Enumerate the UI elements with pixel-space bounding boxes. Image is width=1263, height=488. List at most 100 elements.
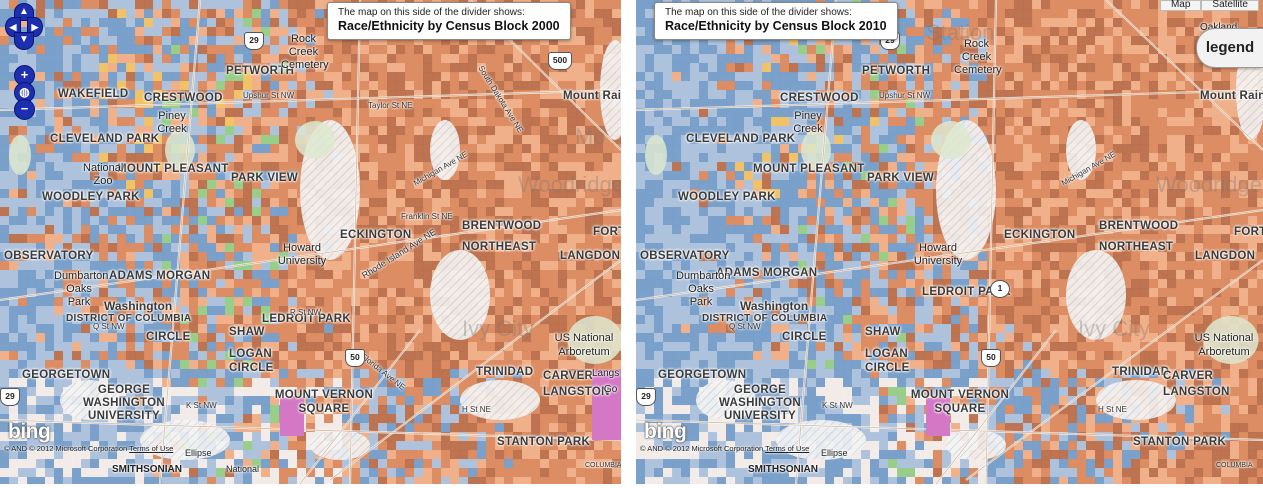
terms-of-use-link[interactable]: Terms of Use bbox=[129, 444, 174, 453]
label-woodridge: Woodridge bbox=[518, 172, 621, 197]
terms-of-use-link[interactable]: Terms of Use bbox=[765, 444, 810, 453]
label-eckington: ECKINGTON bbox=[1004, 229, 1076, 241]
info-box-label: The map on this side of the divider show… bbox=[665, 7, 852, 18]
label-national: National bbox=[226, 464, 260, 474]
copyright-text: © AND © 2012 Microsoft Corporation Terms… bbox=[640, 444, 809, 453]
pan-down-button[interactable]: ▼ bbox=[14, 32, 34, 50]
label-park-view: PARK VIEW bbox=[231, 172, 299, 184]
label-petworth: PETWORTH bbox=[226, 65, 295, 77]
label-h-st: H St NE bbox=[462, 405, 491, 414]
label-shaw: SHAW bbox=[865, 326, 901, 338]
label-dc: DISTRICT OF COLUMBIA bbox=[702, 313, 828, 324]
label-fort-lincoln: FORT LI bbox=[593, 226, 621, 238]
label-upshur-st: Upshur St NW bbox=[879, 91, 931, 100]
label-ellipse: Ellipse bbox=[185, 448, 212, 458]
label-us-national-arboretum: US National Arboretum bbox=[554, 332, 614, 358]
label-taylor-st: Taylor St NE bbox=[368, 101, 413, 110]
label-crestwood: CRESTWOOD bbox=[780, 92, 859, 104]
label-piney-creek: Piney Creek bbox=[157, 110, 187, 135]
label-us-national-arboretum: US National Arboretum bbox=[1194, 332, 1254, 358]
label-stanton-park: STANTON PARK bbox=[497, 436, 591, 448]
label-rock-creek-cemetery: Rock Creek Cemetery bbox=[281, 33, 329, 71]
label-mount-pleasant: MOUNT PLEASANT bbox=[117, 163, 229, 175]
copyright-text: © AND © 2012 Microsoft Corporation Terms… bbox=[4, 444, 173, 453]
bing-logo: bing bbox=[8, 420, 51, 443]
map-panel-2000[interactable]: PETWORTH CRESTWOOD WAKEFIELD CLEVELAND P… bbox=[0, 0, 621, 484]
label-petworth: PETWORTH bbox=[862, 65, 931, 77]
label-howard-university: Howard University bbox=[277, 242, 327, 267]
label-carver-langston: CARVER LANGSTON bbox=[1163, 370, 1230, 398]
label-observatory: OBSERVATORY bbox=[4, 250, 94, 262]
label-woodley-park: WOODLEY PARK bbox=[678, 191, 776, 203]
label-h-st: H St NE bbox=[1098, 405, 1127, 414]
label-national-zoo: National Zoo bbox=[83, 162, 124, 187]
label-fort: FORT bbox=[1234, 226, 1263, 238]
label-ledroit-park: LEDROIT PARK bbox=[922, 286, 1011, 298]
label-trinidad: TRINIDAD bbox=[476, 366, 534, 378]
asian-block bbox=[926, 398, 950, 436]
legend-button[interactable]: legend bbox=[1196, 28, 1263, 68]
label-circle: CIRCLE bbox=[146, 331, 191, 343]
label-dumbarton-oaks: Dumbarton Oaks Park bbox=[676, 270, 731, 308]
route-50-shield: 50 bbox=[345, 349, 365, 367]
label-washington: Washington bbox=[740, 299, 809, 313]
label-mount-vernon-square: MOUNT VERNON SQUARE bbox=[910, 389, 1010, 415]
label-brentwood: BRENTWOOD bbox=[462, 220, 542, 232]
label-ivy-city: Ivy City bbox=[462, 316, 535, 341]
label-logan-circle: LOGAN CIRCLE bbox=[865, 348, 910, 374]
map-panel-2010[interactable]: PETWORTH CRESTWOOD CLEVELAND PARK MOUNT … bbox=[636, 0, 1263, 484]
label-smithsonian: SMITHSONIAN bbox=[112, 464, 182, 475]
info-box-title: Race/Ethnicity by Census Block 2010 bbox=[665, 19, 887, 33]
map-type-map-button[interactable]: Map bbox=[1159, 0, 1202, 11]
label-r-st: R St NW bbox=[290, 308, 322, 317]
label-circle: CIRCLE bbox=[782, 331, 827, 343]
label-ivy-city: Ivy City bbox=[1078, 316, 1151, 341]
label-franklin-st: Franklin St NE bbox=[401, 212, 453, 221]
map-type-satellite-button[interactable]: Satellite bbox=[1201, 0, 1259, 11]
label-piney-creek: Piney Creek bbox=[793, 110, 823, 135]
label-woodridge: Woodridge bbox=[1156, 172, 1262, 197]
label-northeast: NORTHEAST bbox=[1099, 241, 1174, 253]
label-go: Go bbox=[604, 384, 618, 395]
label-northeast: NORTHEAST bbox=[462, 241, 537, 253]
route-29-shield-sw: 29 bbox=[636, 388, 656, 406]
label-smithsonian: SMITHSONIAN bbox=[748, 464, 818, 475]
label-mount-rainier: Mount Rainier bbox=[563, 90, 621, 102]
label-georgetown: GEORGETOWN bbox=[658, 369, 747, 381]
label-shaw: SHAW bbox=[229, 326, 265, 338]
label-langdon: LANGDON bbox=[560, 250, 621, 262]
label-mount-pleasant: MOUNT PLEASANT bbox=[753, 163, 865, 175]
label-q-st: Q St NW bbox=[729, 322, 761, 331]
route-1-shield: 1 bbox=[990, 280, 1010, 298]
label-gwu: GEORGE WASHINGTON UNIVERSITY bbox=[82, 384, 165, 422]
label-dc: DISTRICT OF COLUMBIA bbox=[66, 313, 192, 324]
label-logan-circle: LOGAN CIRCLE bbox=[229, 348, 274, 374]
label-columbia: COLUMBIA bbox=[1216, 462, 1253, 469]
label-dumbarton-oaks: Dumbarton Oaks Park bbox=[54, 270, 109, 308]
label-georgetown: GEORGETOWN bbox=[22, 369, 111, 381]
label-upshur-st: Upshur St NW bbox=[243, 91, 295, 100]
label-gwu: GEORGE WASHINGTON UNIVERSITY bbox=[718, 384, 801, 422]
map-divider[interactable] bbox=[621, 0, 636, 488]
label-mount-vernon-square: MOUNT VERNON SQUARE bbox=[274, 389, 374, 415]
map-navigation-control: ▲ ◀ ▶ ▼ bbox=[5, 3, 43, 61]
route-29-shield: 29 bbox=[244, 32, 264, 50]
label-station: Station bbox=[926, 20, 995, 45]
label-cleveland-park: CLEVELAND PARK bbox=[50, 133, 160, 145]
label-ellipse: Ellipse bbox=[821, 448, 848, 458]
route-50-shield: 50 bbox=[981, 349, 1001, 367]
label-howard-university: Howard University bbox=[913, 242, 963, 267]
label-brentwood: BRENTWOOD bbox=[1099, 220, 1179, 232]
copyright-label: © AND © 2012 Microsoft Corporation bbox=[4, 444, 128, 453]
label-trinidad: TRINIDAD bbox=[1112, 366, 1170, 378]
label-k-st: K St NW bbox=[186, 401, 217, 410]
bing-logo: bing bbox=[644, 420, 687, 443]
label-woodley-park: WOODLEY PARK bbox=[42, 191, 140, 203]
pan-up-button[interactable]: ▲ bbox=[14, 3, 34, 21]
label-mount-rainier: Mount Rainier bbox=[1200, 90, 1263, 102]
label-crestwood: CRESTWOOD bbox=[144, 92, 223, 104]
copyright-label: © AND © 2012 Microsoft Corporation bbox=[640, 444, 764, 453]
zoom-out-button[interactable]: − bbox=[14, 99, 35, 120]
route-29-shield-sw: 29 bbox=[0, 388, 20, 406]
choropleth-map-2010[interactable] bbox=[636, 0, 1263, 484]
